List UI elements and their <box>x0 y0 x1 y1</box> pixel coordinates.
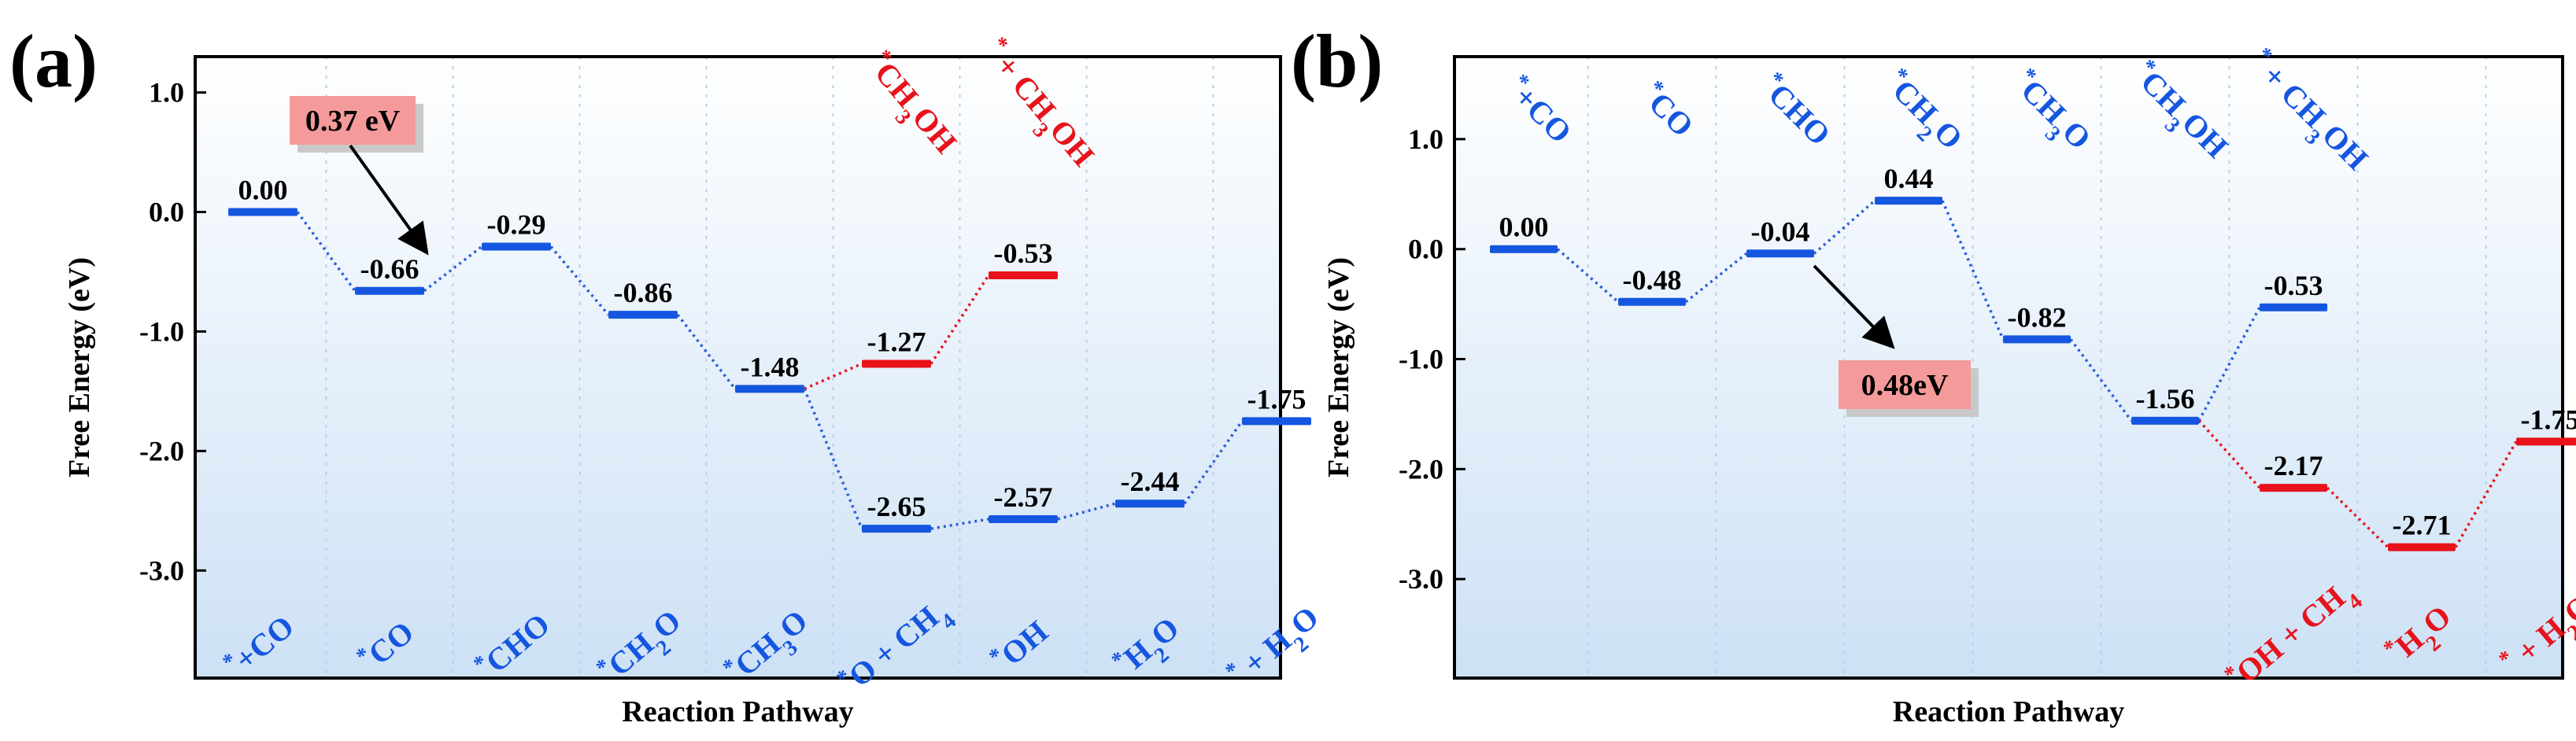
connector-line <box>2197 306 2261 422</box>
connector-line <box>549 245 610 316</box>
energy-value-label: -0.53 <box>2264 270 2323 301</box>
energy-level-bar <box>2260 303 2327 312</box>
energy-level-bar <box>2516 437 2576 446</box>
energy-level-bar <box>1490 245 1558 253</box>
connector-line <box>1813 199 1876 255</box>
connector-line <box>2069 338 2133 422</box>
energy-level-bar <box>1242 417 1311 426</box>
energy-level-bar <box>1746 249 1814 258</box>
connector-line <box>803 388 863 529</box>
energy-value-label: 0.00 <box>1499 212 1549 243</box>
energy-level-bar <box>862 525 931 533</box>
energy-value-label: -0.66 <box>360 253 419 285</box>
energy-value-label: -0.29 <box>487 209 546 241</box>
energy-value-label: -1.27 <box>867 326 926 357</box>
energy-level-bar <box>2003 335 2071 344</box>
energy-value-label: 0.44 <box>1884 163 1934 194</box>
barrier-annotation-text: 0.48eV <box>1861 369 1949 402</box>
y-tick-label: -3.0 <box>139 555 184 586</box>
connector-line <box>2197 419 2261 489</box>
energy-level-bar <box>1618 297 1686 306</box>
energy-value-label: -0.48 <box>1623 264 1682 296</box>
energy-level-bar <box>608 311 678 319</box>
plot-area <box>1454 57 2563 678</box>
energy-level-bar <box>735 385 804 393</box>
energy-value-label: -1.56 <box>2136 383 2195 415</box>
species-label-top: *+CO <box>1499 69 1580 150</box>
energy-value-label: -2.65 <box>867 491 926 522</box>
connector-line <box>1556 248 1620 304</box>
connector-line <box>1183 420 1244 505</box>
y-axis-title: Free Energy (eV) <box>1322 257 1355 477</box>
energy-value-label: -2.17 <box>2264 450 2323 481</box>
y-tick-label: 1.0 <box>1408 124 1443 155</box>
y-tick-label: 0.0 <box>149 197 184 228</box>
energy-level-bar <box>989 271 1058 280</box>
energy-value-label: -2.71 <box>2393 510 2452 541</box>
energy-level-bar <box>482 242 551 251</box>
y-tick-label: -1.0 <box>1399 344 1443 375</box>
energy-level-bar <box>228 208 298 216</box>
energy-value-label: -1.48 <box>741 351 800 382</box>
y-tick-label: 0.0 <box>1408 234 1443 265</box>
species-label-top: * + CH3OH <box>969 32 1104 180</box>
annotation-arrow <box>349 144 429 256</box>
connector-line <box>1941 200 2005 341</box>
plot-frame <box>1453 55 2564 680</box>
y-tick-label: -2.0 <box>1399 453 1443 485</box>
panel-label: (a) <box>9 19 98 103</box>
energy-value-label: -2.44 <box>1121 466 1180 497</box>
plot-area <box>195 57 1281 678</box>
energy-level-bar <box>989 514 1058 523</box>
energy-level-bar <box>1875 197 1942 205</box>
panel-label: (b) <box>1291 19 1383 103</box>
y-tick-label: -3.0 <box>1399 563 1443 595</box>
energy-value-label: -1.75 <box>1247 383 1306 415</box>
energy-value-label: -2.57 <box>994 481 1053 513</box>
energy-value-label: -0.53 <box>994 238 1053 269</box>
y-tick-label: -2.0 <box>139 435 184 466</box>
barrier-annotation-box <box>1839 360 1971 409</box>
y-axis-title: Free Energy (eV) <box>63 257 96 477</box>
energy-level-bar <box>862 359 931 368</box>
connector-line <box>804 362 863 390</box>
energy-level-bar <box>1115 500 1185 508</box>
energy-value-label: 0.00 <box>238 175 288 206</box>
panel-b: (b) 1.0 0.0 -1.0 -2.0 -3.0 Free Energy (eV) Rea… <box>1291 19 2576 728</box>
connector-line <box>2326 486 2389 548</box>
annotation-arrow <box>1813 264 1895 349</box>
x-axis-title: Reaction Pathway <box>622 695 853 728</box>
y-tick-label: 1.0 <box>149 77 184 109</box>
species-label-bottom: *OH + CH4 <box>2219 570 2367 706</box>
energy-level-bar <box>355 286 424 295</box>
plot-frame <box>194 55 1282 680</box>
y-tick-label: -1.0 <box>139 315 184 347</box>
barrier-annotation-text: 0.37 eV <box>305 105 401 138</box>
energy-level-bar <box>2260 484 2327 492</box>
energy-value-label: -0.04 <box>1751 216 1810 247</box>
energy-level-bar <box>2388 543 2456 551</box>
panel-a: (a) 1.0 0.0 -1.0 -2.0 -3.0 Free Energy (eV) Rea… <box>9 19 1325 728</box>
connector-line <box>1684 252 1748 304</box>
energy-value-label: -0.86 <box>614 277 673 308</box>
energy-value-label: -0.82 <box>2008 301 2067 333</box>
energy-value-label: -1.75 <box>2521 404 2576 435</box>
energy-level-bar <box>2131 416 2199 425</box>
connector-line <box>2454 441 2518 548</box>
barrier-annotation-box <box>290 96 416 145</box>
x-axis-title: Reaction Pathway <box>1893 695 2124 728</box>
